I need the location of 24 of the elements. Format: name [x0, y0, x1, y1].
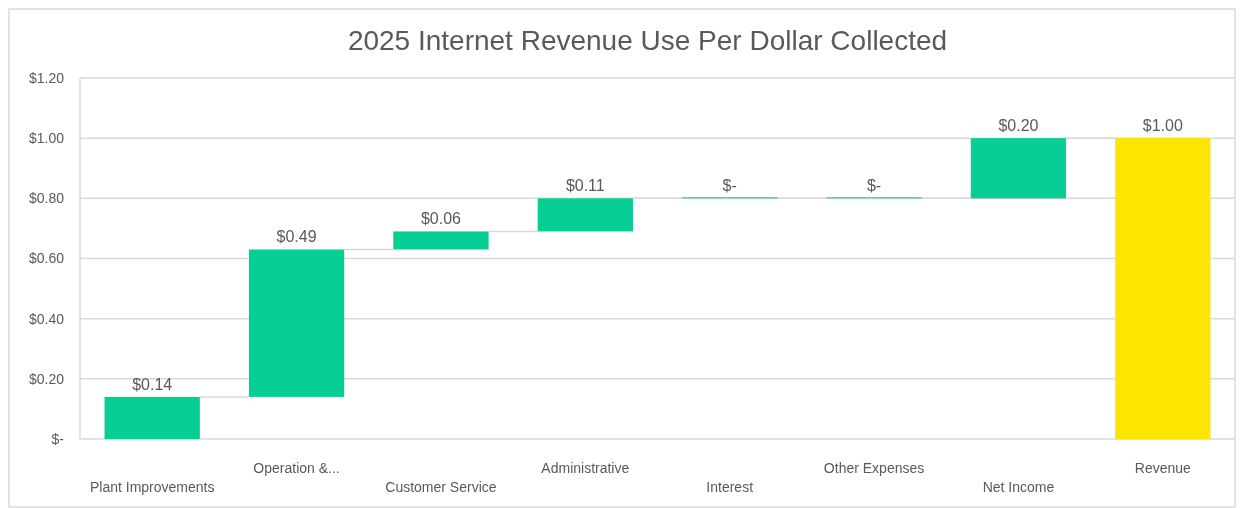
x-tick-label: Administrative: [541, 460, 630, 476]
x-tick-label: Interest: [706, 479, 754, 495]
x-tick-label: Other Expenses: [823, 460, 925, 476]
data-label: $0.14: [132, 375, 173, 393]
x-tick-label: Plant Improvements: [89, 479, 215, 495]
y-tick-label: $-: [51, 430, 65, 447]
x-tick-label: Revenue: [1134, 460, 1192, 476]
data-label: $0.20: [998, 117, 1039, 135]
data-label: $-: [722, 177, 737, 195]
data-label: $0.49: [276, 228, 317, 246]
y-tick-label: $0.60: [28, 250, 65, 267]
chart-title: 2025 Internet Revenue Use Per Dollar Collected: [347, 25, 948, 56]
y-tick-label: $0.40: [28, 310, 65, 327]
data-label: $-: [866, 177, 882, 195]
data-label: $0.11: [565, 177, 605, 195]
x-tick-label: Operation &...: [253, 460, 340, 476]
y-tick-label: $0.20: [28, 370, 65, 387]
y-tick-label: $1.20: [28, 69, 65, 86]
data-label: $0.06: [420, 210, 462, 228]
y-tick-label: $0.80: [28, 190, 65, 207]
x-tick-label: Net Income: [982, 479, 1055, 495]
x-tick-label: Customer Service: [385, 479, 497, 495]
data-label: $1.00: [1142, 117, 1183, 135]
y-tick-label: $1.00: [28, 130, 65, 147]
